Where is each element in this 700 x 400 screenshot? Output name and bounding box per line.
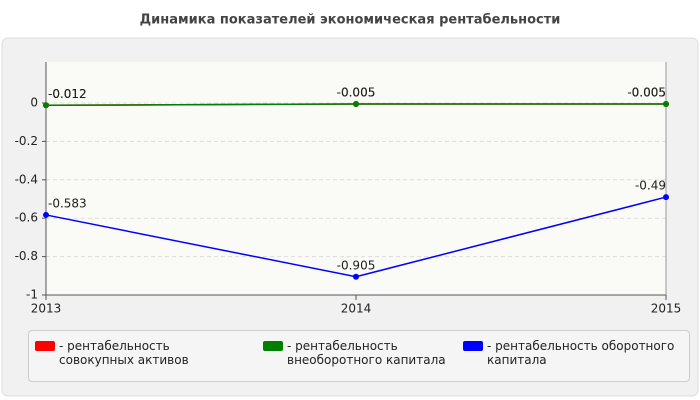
x-tick-label: 2015 <box>651 302 682 316</box>
y-tick-label: -0.4 <box>15 172 38 186</box>
legend-item[interactable]: - рентабельность оборотного капитала <box>463 339 683 367</box>
legend-swatch <box>35 341 55 351</box>
y-tick-label: -0.8 <box>15 249 38 263</box>
chart-title: Динамика показателей экономическая рента… <box>140 13 561 28</box>
legend-item[interactable]: - рентабельность совокупных активов <box>35 339 245 367</box>
point <box>663 100 669 107</box>
data-label: -0.005 <box>337 85 376 99</box>
legend-label: - рентабельность совокупных активов <box>59 339 189 367</box>
y-tick-label: 0 <box>30 96 38 110</box>
legend-label: - рентабельность внеоборотного капитала <box>287 339 446 367</box>
x-tick-label: 2014 <box>341 302 372 316</box>
data-label: -0.012 <box>48 87 87 101</box>
y-tick-label: -0.6 <box>15 211 38 225</box>
data-label: -0.005 <box>627 85 666 99</box>
point <box>353 273 359 280</box>
point <box>43 211 49 218</box>
data-label: -0.49 <box>635 179 666 193</box>
data-label: -0.005 <box>337 85 376 99</box>
data-label: -0.905 <box>337 258 376 272</box>
y-tick-label: -0.2 <box>15 134 38 148</box>
y-tick-label: -1 <box>26 288 38 302</box>
legend: - рентабельность совокупных активов - рен… <box>28 330 690 382</box>
legend-swatch <box>463 341 483 351</box>
x-tick-label: 2013 <box>31 302 62 316</box>
legend-item[interactable]: - рентабельность внеоборотного капитала <box>263 339 453 367</box>
legend-label: - рентабельность оборотного капитала <box>487 339 675 367</box>
legend-swatch <box>263 341 283 351</box>
point <box>353 100 359 107</box>
data-label: -0.005 <box>627 85 666 99</box>
data-label: -0.583 <box>48 196 87 210</box>
data-label: -0.012 <box>48 87 87 101</box>
point <box>43 102 49 109</box>
point <box>663 194 669 201</box>
